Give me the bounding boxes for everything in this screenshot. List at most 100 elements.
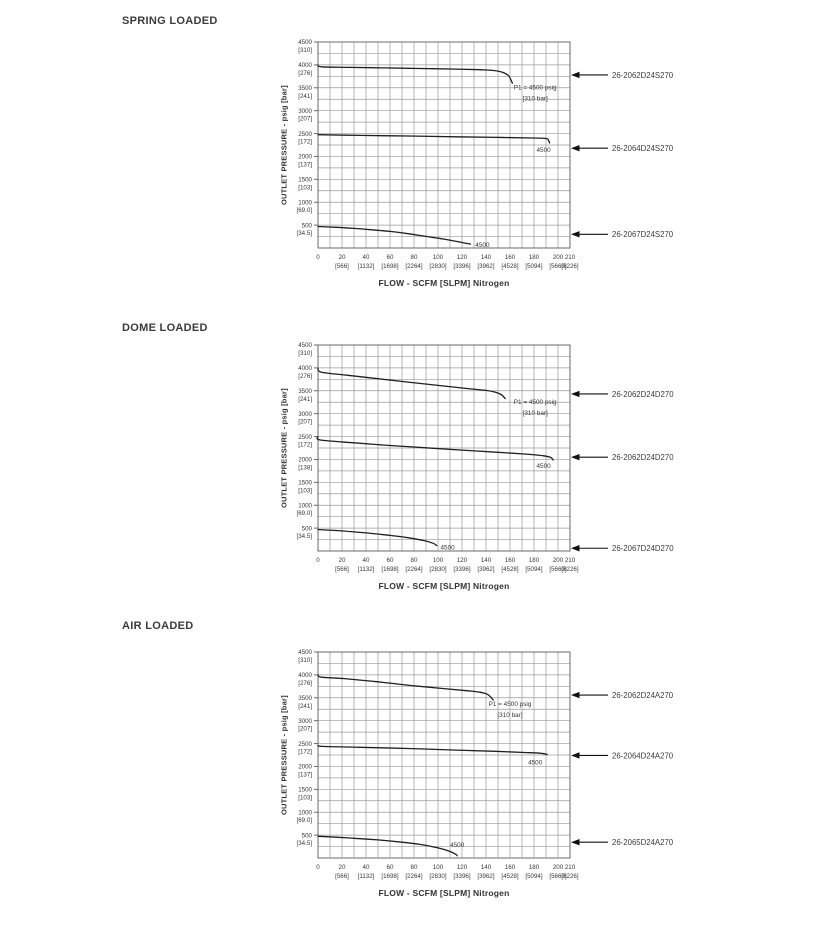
curve-inlet-value-label: 4500	[528, 759, 543, 766]
x-tick-label: 160	[505, 254, 516, 261]
x-tick-sub-label: [1132]	[358, 263, 375, 270]
x-tick-label: 210	[565, 557, 576, 564]
y-tick-label: 4000	[298, 365, 312, 372]
curve-inlet-value-label: 4500	[475, 242, 490, 249]
y-tick-label: 1000	[298, 199, 312, 206]
y-tick-label: 4000	[298, 672, 312, 679]
y-tick-label: 2500	[298, 131, 312, 138]
y-tick-label: 3000	[298, 108, 312, 115]
x-tick-label: 140	[481, 864, 492, 871]
section-heading-dome-loaded: DOME LOADED	[122, 322, 208, 334]
chart-air-loaded: 4500[310]4000[276]3500[241]3000[207]2500…	[297, 649, 674, 880]
y-tick-label: 1500	[298, 480, 312, 487]
x-tick-sub-label: [3396]	[453, 566, 470, 573]
callout-arrow-head	[571, 390, 580, 398]
inlet-pressure-annotation: P1 = 4500 psig	[514, 399, 557, 406]
y-tick-label: 1500	[298, 177, 312, 184]
x-tick-sub-label: [3396]	[453, 873, 470, 880]
y-tick-label: 500	[302, 525, 313, 532]
part-number-label: 26-2062D24S270	[612, 71, 674, 80]
y-tick-label: 3500	[298, 695, 312, 702]
callout-arrow-head	[571, 145, 580, 152]
y-tick-sub-label: [69.0]	[297, 817, 313, 824]
flow-curve	[317, 674, 494, 701]
x-tick-sub-label: [6226]	[561, 566, 578, 573]
flow-curve	[317, 744, 548, 756]
curve-inlet-value-label: 4500	[536, 463, 551, 470]
y-tick-sub-label: [34.5]	[297, 230, 313, 237]
y-tick-label: 500	[302, 832, 313, 839]
x-tick-sub-label: [2264]	[405, 263, 422, 270]
inlet-pressure-annotation: P1 = 4500 psig	[489, 701, 532, 708]
x-tick-sub-label: [566]	[335, 263, 349, 270]
y-tick-label: 2000	[298, 764, 312, 771]
x-tick-sub-label: [4528]	[501, 566, 518, 573]
curve-inlet-value-label: 4500	[536, 147, 551, 154]
y-tick-label: 3500	[298, 85, 312, 92]
part-number-label: 26-2064D24S270	[612, 144, 674, 153]
x-tick-label: 180	[529, 254, 540, 261]
x-tick-sub-label: [6226]	[561, 873, 578, 880]
callout-arrow-head	[571, 752, 580, 759]
part-number-label: 26-2062D24A270	[612, 691, 674, 700]
y-tick-sub-label: [172]	[298, 442, 312, 449]
grid-border	[317, 41, 571, 249]
y-tick-sub-label: [276]	[298, 70, 312, 77]
x-tick-label: 120	[457, 254, 468, 261]
y-tick-sub-label: [207]	[298, 419, 312, 426]
y-tick-label: 4500	[298, 342, 312, 349]
y-tick-label: 3000	[298, 718, 312, 725]
y-tick-sub-label: [241]	[298, 703, 312, 710]
x-axis-title-dome: FLOW - SCFM [SLPM] Nitrogen	[378, 581, 510, 591]
x-tick-label: 160	[505, 557, 516, 564]
x-tick-sub-label: [3962]	[477, 873, 494, 880]
x-tick-label: 140	[481, 557, 492, 564]
x-tick-label: 60	[387, 254, 394, 261]
x-tick-label: 210	[565, 864, 576, 871]
x-tick-sub-label: [3396]	[453, 263, 470, 270]
inlet-pressure-annotation: [310 bar]	[523, 96, 548, 103]
x-tick-label: 120	[457, 864, 468, 871]
y-tick-label: 3500	[298, 388, 312, 395]
y-tick-label: 1500	[298, 787, 312, 794]
x-tick-sub-label: [5660]	[549, 873, 566, 880]
x-tick-label: 80	[411, 557, 418, 564]
x-tick-label: 160	[505, 864, 516, 871]
x-axis-title-spring: FLOW - SCFM [SLPM] Nitrogen	[378, 278, 510, 288]
x-tick-label: 180	[529, 864, 540, 871]
x-tick-sub-label: [566]	[335, 873, 349, 880]
x-tick-label: 120	[457, 557, 468, 564]
x-tick-label: 0	[316, 864, 320, 871]
x-tick-sub-label: [2830]	[429, 566, 446, 573]
x-tick-label: 180	[529, 557, 540, 564]
x-tick-sub-label: [3962]	[477, 566, 494, 573]
y-tick-sub-label: [34.5]	[297, 533, 313, 540]
x-tick-sub-label: [5094]	[525, 873, 542, 880]
part-number-label: 26-2067D24S270	[612, 230, 674, 239]
y-tick-label: 4000	[298, 62, 312, 69]
y-tick-sub-label: [138]	[298, 464, 312, 471]
y-tick-label: 2500	[298, 434, 312, 441]
x-tick-label: 0	[316, 254, 320, 261]
y-tick-sub-label: [103]	[298, 487, 312, 494]
x-tick-label: 0	[316, 557, 320, 564]
x-tick-label: 20	[339, 864, 346, 871]
x-tick-sub-label: [4528]	[501, 873, 518, 880]
x-tick-label: 60	[387, 557, 394, 564]
x-tick-sub-label: [566]	[335, 566, 349, 573]
y-tick-sub-label: [207]	[298, 116, 312, 123]
y-tick-sub-label: [69.0]	[297, 510, 313, 517]
part-number-label: 26-2065D24A270	[612, 838, 674, 847]
y-tick-label: 2000	[298, 457, 312, 464]
x-tick-label: 40	[363, 864, 370, 871]
y-tick-sub-label: [137]	[298, 161, 312, 168]
y-tick-label: 3000	[298, 411, 312, 418]
x-tick-label: 140	[481, 254, 492, 261]
y-tick-sub-label: [34.5]	[297, 840, 313, 847]
x-tick-label: 80	[411, 864, 418, 871]
x-tick-sub-label: [3962]	[477, 263, 494, 270]
x-tick-label: 200	[553, 254, 564, 261]
x-tick-sub-label: [2264]	[405, 566, 422, 573]
x-tick-sub-label: [6226]	[561, 263, 578, 270]
callout-arrow-head	[571, 231, 580, 238]
